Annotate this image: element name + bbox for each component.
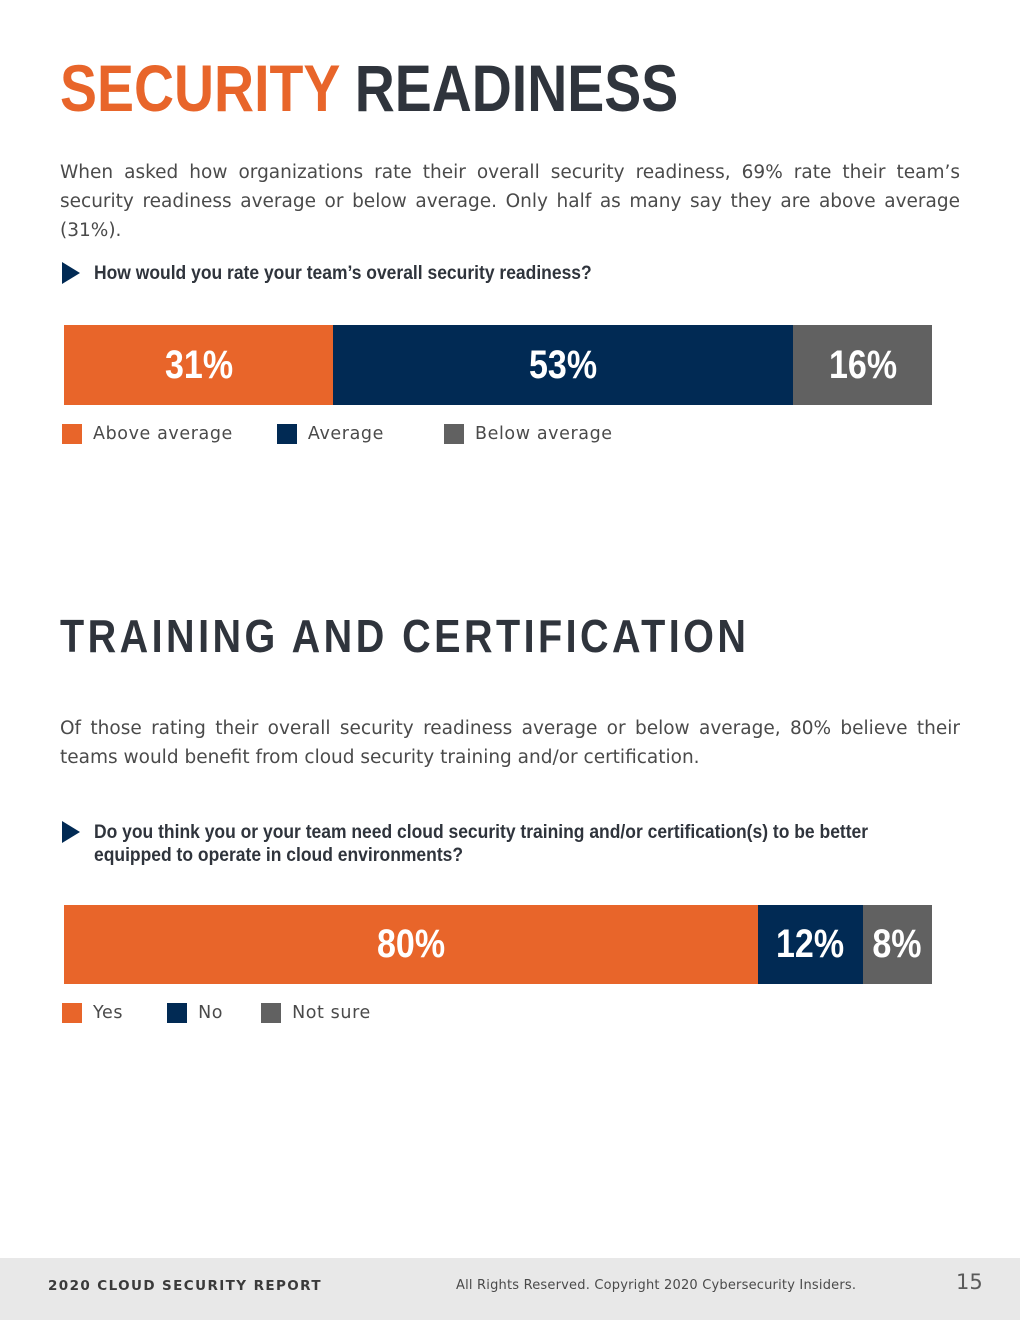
legend-swatch [167, 1003, 188, 1023]
data-label: 8% [872, 922, 922, 966]
question-1-text: How would you rate your team’s overall s… [94, 263, 592, 284]
legend-readiness: Above average Average Below average [62, 424, 613, 444]
legend-label: Above average [93, 424, 233, 444]
title-rest: READINESS [354, 51, 679, 125]
footer-report-name: 2020 CLOUD SECURITY REPORT [48, 1278, 322, 1294]
legend-label: Average [307, 424, 384, 444]
triangle-arrow-icon [62, 821, 80, 843]
data-label: 31% [164, 342, 233, 387]
bar-segment-yes: 80% [64, 905, 759, 984]
intro-paragraph-2: Of those rating their overall security r… [60, 718, 960, 768]
data-label: 12% [776, 922, 845, 966]
title-accent: SECURITY [60, 51, 340, 125]
legend-swatch [62, 1003, 82, 1023]
legend-training: Yes No Not sure [62, 1003, 371, 1023]
question-2: Do you think you or your team need cloud… [60, 821, 960, 867]
legend-item: No [167, 1003, 223, 1023]
bar-segment-not-sure: 8% [862, 905, 932, 984]
legend-item: Not sure [261, 1003, 371, 1023]
legend-item: Average [276, 424, 384, 444]
question-1: How would you rate your team’s overall s… [60, 262, 960, 285]
bar-segment-no: 12% [758, 905, 863, 984]
legend-swatch [62, 424, 82, 444]
legend-label: Yes [93, 1003, 124, 1023]
question-2-text: Do you think you or your team need cloud… [94, 822, 869, 866]
legend-label: No [198, 1003, 224, 1023]
data-label: 53% [529, 342, 598, 387]
legend-swatch [276, 424, 297, 444]
section-title-security-readiness: SECURITY READINESS [60, 48, 678, 128]
legend-item: Above average [62, 424, 233, 444]
page-number: 15 [956, 1270, 983, 1294]
footer-copyright: All Rights Reserved. Copyright 2020 Cybe… [456, 1278, 857, 1293]
bar-segment-average: 53% [333, 325, 794, 405]
stacked-bar-training: 80% 12% 8% [64, 905, 932, 984]
triangle-arrow-icon [62, 262, 80, 284]
section-title-training: TRAINING AND CERTIFICATION [60, 610, 750, 662]
stacked-bar-readiness: 31% 53% 16% [64, 325, 932, 405]
legend-item: Yes [62, 1003, 123, 1023]
legend-swatch [261, 1003, 282, 1023]
data-label: 16% [828, 342, 897, 387]
legend-label: Not sure [292, 1003, 371, 1023]
bar-segment-below-average: 16% [793, 325, 932, 405]
page-footer: 2020 CLOUD SECURITY REPORT All Rights Re… [0, 1258, 1020, 1320]
legend-item: Below average [444, 424, 613, 444]
bar-segment-above-average: 31% [64, 325, 334, 405]
legend-swatch [444, 424, 464, 444]
intro-paragraph-1: When asked how organizations rate their … [60, 162, 960, 241]
legend-label: Below average [475, 424, 613, 444]
data-label: 80% [377, 922, 446, 966]
